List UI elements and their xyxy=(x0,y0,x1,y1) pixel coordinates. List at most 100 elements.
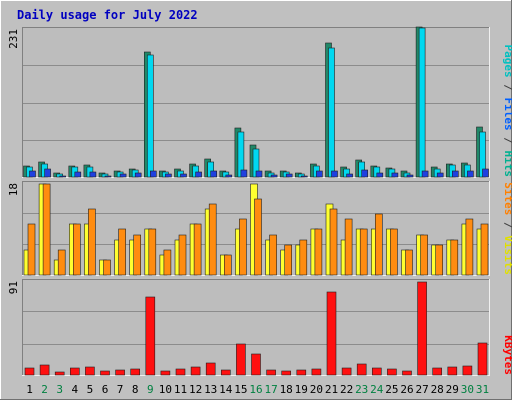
legend-part: KBytes xyxy=(502,335,512,375)
bar-kbytes-day-31 xyxy=(477,342,488,376)
x-label-day-25: 25 xyxy=(385,383,398,396)
bar-kbytes-day-27 xyxy=(417,281,427,376)
x-label-day-24: 24 xyxy=(370,383,384,396)
bar-kbytes-day-8 xyxy=(130,368,140,376)
x-label-day-21: 21 xyxy=(325,383,338,396)
bar-pages-day-10 xyxy=(165,173,172,178)
panel-visits: 18 Sites / Visits xyxy=(7,181,512,276)
bar-kbytes-day-4 xyxy=(70,367,80,376)
legend-part: Sites xyxy=(502,182,512,215)
x-label-day-2: 2 xyxy=(41,383,48,396)
bar-pages-day-3 xyxy=(59,175,67,178)
bar-sites-day-28 xyxy=(435,244,444,276)
bar-pages-day-27 xyxy=(421,170,429,178)
bar-pages-day-5 xyxy=(89,171,97,178)
legend-part: Visits xyxy=(502,235,512,275)
x-label-day-15: 15 xyxy=(234,383,247,396)
series-sites xyxy=(27,183,489,276)
x-label-day-13: 13 xyxy=(204,383,217,396)
bar-kbytes-day-13 xyxy=(205,362,216,376)
x-label-day-3: 3 xyxy=(56,383,63,396)
bar-pages-day-24 xyxy=(376,172,384,178)
series-pages xyxy=(29,168,489,178)
bar-pages-day-4 xyxy=(74,171,82,178)
bar-sites-day-2 xyxy=(42,183,51,276)
bar-sites-day-16 xyxy=(254,198,262,276)
bar-sites-day-17 xyxy=(269,234,277,276)
bar-kbytes-day-21 xyxy=(326,291,337,376)
x-axis-labels: 1 2 3 4 5 6 7 8 9 10 11 12 13 14 15 16 17 18 19 20 21 22 23 24 2… xyxy=(26,383,489,396)
legend-part: Hits xyxy=(502,151,512,178)
bar-pages-day-12 xyxy=(195,171,202,178)
bar-kbytes-day-7 xyxy=(115,369,125,376)
bar-kbytes-day-9 xyxy=(145,296,156,376)
bar-pages-day-31 xyxy=(482,168,489,178)
bar-kbytes-day-25 xyxy=(387,368,397,376)
bar-sites-day-23 xyxy=(359,228,368,276)
x-label-day-27: 27 xyxy=(415,383,428,396)
bar-kbytes-day-23 xyxy=(356,363,367,376)
bar-kbytes-day-20 xyxy=(311,368,322,376)
x-label-day-30: 30 xyxy=(461,383,474,396)
bar-sites-day-27 xyxy=(420,234,428,276)
bar-sites-day-7 xyxy=(118,228,126,276)
bar-sites-day-1 xyxy=(27,223,36,276)
bar-kbytes-day-24 xyxy=(371,367,382,376)
x-label-day-4: 4 xyxy=(71,383,78,396)
x-label-day-5: 5 xyxy=(87,383,94,396)
bar-kbytes-day-1 xyxy=(24,367,35,376)
bar-sites-day-9 xyxy=(148,228,157,276)
bar-sites-day-4 xyxy=(73,223,81,276)
legend-label: Pages / Files / Hits xyxy=(502,45,512,178)
bar-kbytes-day-10 xyxy=(160,370,171,376)
bar-pages-day-19 xyxy=(300,175,308,178)
bar-files-day-21 xyxy=(328,47,335,178)
bar-sites-day-26 xyxy=(405,249,413,276)
bar-kbytes-day-28 xyxy=(432,367,443,376)
bar-pages-day-26 xyxy=(406,174,414,178)
bar-pages-day-30 xyxy=(467,170,474,178)
legend-part: / xyxy=(502,78,512,98)
x-label-day-8: 8 xyxy=(132,383,139,396)
bar-kbytes-day-14 xyxy=(221,369,231,376)
x-label-day-16: 16 xyxy=(249,383,262,396)
x-label-day-31: 31 xyxy=(476,383,489,396)
bar-pages-day-28 xyxy=(436,172,444,178)
x-label-day-9: 9 xyxy=(147,383,154,396)
bar-pages-day-2 xyxy=(44,168,51,178)
x-label-day-23: 23 xyxy=(355,383,368,396)
bar-kbytes-day-26 xyxy=(402,370,412,376)
x-label-day-10: 10 xyxy=(159,383,172,396)
bar-kbytes-day-12 xyxy=(190,366,201,376)
y-max-label: 231 xyxy=(7,29,20,49)
bar-kbytes-day-17 xyxy=(266,369,276,376)
x-label-day-1: 1 xyxy=(26,383,33,396)
bar-pages-day-18 xyxy=(285,173,293,178)
bar-sites-day-13 xyxy=(208,203,217,276)
bar-sites-day-20 xyxy=(314,228,323,276)
chart-title: Daily usage for July 2022 xyxy=(17,8,198,22)
bar-pages-day-6 xyxy=(104,175,112,178)
legend-label: KBytes xyxy=(502,335,512,375)
bar-sites-day-15 xyxy=(239,218,247,276)
bar-kbytes-day-22 xyxy=(341,367,352,376)
bar-sites-day-24 xyxy=(374,213,383,276)
x-label-day-29: 29 xyxy=(446,383,459,396)
panel-hits: 231 Pages / Files / Hits xyxy=(7,26,512,178)
bar-sites-day-6 xyxy=(103,259,111,276)
bar-kbytes-day-2 xyxy=(39,364,50,376)
bar-sites-day-19 xyxy=(299,239,308,276)
bar-kbytes-day-19 xyxy=(296,369,307,376)
bar-pages-day-29 xyxy=(451,170,459,178)
bar-pages-day-8 xyxy=(134,172,142,178)
x-label-day-28: 28 xyxy=(431,383,444,396)
bar-sites-day-8 xyxy=(133,234,141,276)
x-label-day-18: 18 xyxy=(280,383,293,396)
bar-pages-day-9 xyxy=(150,170,157,178)
bar-files-day-27 xyxy=(418,27,426,178)
bar-pages-day-16 xyxy=(255,170,263,178)
bar-kbytes-day-5 xyxy=(85,366,95,376)
bar-kbytes-day-18 xyxy=(281,370,292,376)
panel-kbytes: 91 KBytes xyxy=(7,279,512,376)
